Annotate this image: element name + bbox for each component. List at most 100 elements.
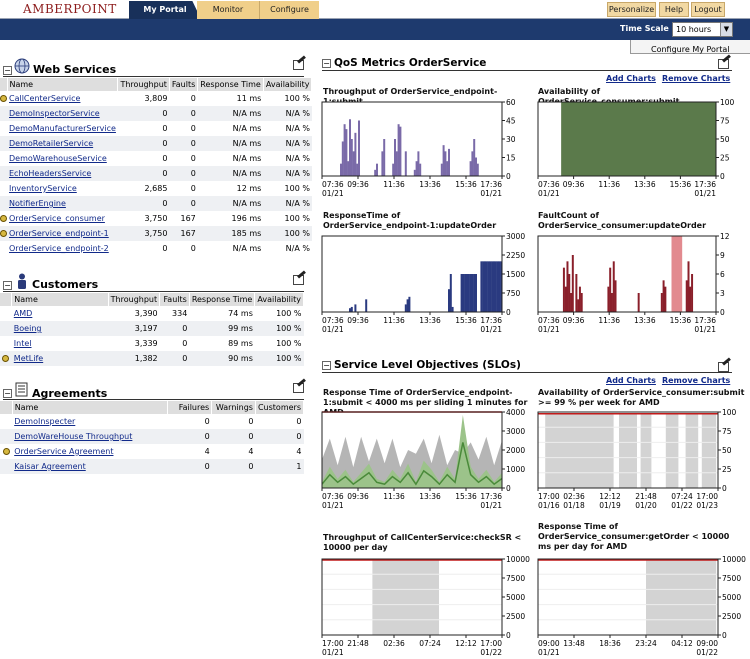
row-link[interactable]: DemoWareHouse Throughput: [14, 432, 133, 441]
x-date-label: 01/22: [480, 648, 502, 657]
availability-chart: 100 75 50 25 0 07:36 09:36 11:36 13:36 15:36 17:36…: [537, 98, 735, 198]
y-tick-label: 5000: [722, 593, 741, 602]
chevron-down-icon[interactable]: ▼: [720, 23, 732, 36]
edit-customers-icon[interactable]: [293, 275, 304, 285]
row-link[interactable]: Intel: [13, 339, 32, 348]
response-cell: 185 ms: [197, 226, 264, 241]
time-scale-select[interactable]: 10 hours ▼: [672, 22, 733, 37]
x-tick-label: 17:00: [480, 639, 502, 648]
throughput-cell: 1,382: [108, 351, 160, 366]
logout-button[interactable]: Logout: [691, 2, 725, 17]
column-header[interactable]: Response Time: [189, 293, 256, 306]
throughput-cell: 3,750: [117, 226, 170, 241]
name-cell: MetLife: [11, 351, 109, 366]
x-date-label: 01/22: [696, 648, 718, 657]
column-header[interactable]: Failures: [167, 401, 213, 414]
column-header[interactable]: Customers: [255, 401, 305, 414]
column-header[interactable]: Availability: [263, 78, 313, 91]
row-link[interactable]: DemoInspectorService: [9, 109, 100, 118]
column-header[interactable]: Name: [7, 78, 119, 91]
name-cell: DemoInspecter: [12, 414, 167, 429]
plot-frame: [321, 101, 503, 177]
bar: [365, 299, 368, 312]
y-tick-label: 0: [506, 172, 511, 181]
add-charts-link[interactable]: Add Charts: [606, 74, 656, 83]
x-tick-label: 13:48: [563, 639, 585, 648]
row-link[interactable]: OrderService Agreement: [14, 447, 114, 456]
column-header[interactable]: Throughput: [108, 293, 161, 306]
column-header[interactable]: Faults: [159, 293, 190, 306]
edit-agreements-icon[interactable]: [293, 383, 304, 393]
row-link[interactable]: OrderService_endpoint-2: [9, 244, 109, 253]
collapse-customers-icon[interactable]: −: [3, 281, 12, 290]
row-link[interactable]: CallCenterService: [9, 94, 81, 103]
collapse-qos-icon[interactable]: −: [322, 59, 331, 68]
tab-configure[interactable]: Configure: [259, 1, 319, 19]
bar: [614, 280, 617, 312]
column-header[interactable]: Name: [11, 293, 109, 306]
bar: [491, 261, 494, 312]
chart-title: Response Time of OrderService_consumer:g…: [538, 522, 730, 551]
row-link[interactable]: EchoHeadersService: [9, 169, 92, 178]
edit-slo-icon[interactable]: [718, 362, 729, 372]
column-header[interactable]: Availability: [254, 293, 304, 306]
response-cell: N/A ms: [232, 154, 262, 163]
collapse-web-services-icon[interactable]: −: [3, 66, 12, 75]
personalize-button[interactable]: Personalize: [607, 2, 656, 17]
x-tick-label: 17:36: [480, 180, 502, 189]
tab-monitor[interactable]: Monitor: [197, 1, 259, 19]
bar: [404, 304, 407, 312]
bar: [464, 274, 467, 312]
bar: [473, 274, 476, 312]
collapse-slo-icon[interactable]: −: [322, 361, 331, 370]
row-link[interactable]: OrderService_consumer: [9, 214, 105, 223]
column-header[interactable]: Throughput: [117, 78, 170, 91]
remove-charts-link[interactable]: Remove Charts: [661, 74, 731, 83]
remove-charts-link[interactable]: Remove Charts: [661, 376, 731, 385]
column-header[interactable]: Faults: [169, 78, 199, 91]
help-button[interactable]: Help: [659, 2, 689, 17]
throughput-cell: 3,809: [144, 94, 168, 103]
row-link[interactable]: DemoInspecter: [14, 417, 76, 426]
edit-qos-icon[interactable]: [718, 59, 729, 69]
table-row: CallCenterService 3,809 0 11 ms 100 %: [0, 91, 312, 106]
y-tick-label: 0: [506, 484, 511, 493]
bar: [394, 139, 396, 176]
plot-frame: [537, 235, 717, 313]
bar: [475, 274, 477, 312]
column-header[interactable]: Name: [12, 401, 168, 414]
bar: [500, 261, 503, 312]
row-link[interactable]: DemoWarehouseService: [9, 154, 107, 163]
response-cell: 196 ms: [231, 214, 262, 223]
row-link[interactable]: NotifierEngine: [9, 199, 66, 208]
y-tick-label: 50: [722, 446, 732, 455]
bar: [660, 293, 663, 312]
add-charts-link[interactable]: Add Charts: [606, 376, 656, 385]
bar: [374, 169, 377, 176]
response-time-chart: 3000 2250 1500 750 0 07:36 09:36 11:36 13:36 15:3…: [321, 232, 525, 334]
failures-cell: 0: [167, 459, 212, 474]
x-date-label: 01/21: [694, 189, 716, 198]
tab-my-portal[interactable]: My Portal: [129, 1, 201, 19]
column-header[interactable]: Response Time: [197, 78, 264, 91]
faults-cell: 0: [169, 136, 198, 151]
column-header[interactable]: Warnings: [211, 401, 256, 414]
edit-web-services-icon[interactable]: [293, 60, 304, 70]
y-tick-label: 10000: [722, 555, 746, 564]
row-link[interactable]: Boeing: [13, 324, 42, 333]
bar: [448, 148, 450, 176]
row-link[interactable]: Kaisar Agreement: [14, 462, 86, 471]
row-link[interactable]: DemoRetailerService: [9, 139, 94, 148]
bar: [689, 286, 692, 312]
row-link[interactable]: InventoryService: [9, 184, 77, 193]
row-link[interactable]: MetLife: [13, 354, 44, 363]
row-link[interactable]: AMD: [13, 309, 33, 318]
row-link[interactable]: OrderService_endpoint-1: [9, 229, 109, 238]
y-tick-label: 9: [720, 251, 725, 260]
row-link[interactable]: DemoManufacturerService: [9, 124, 116, 133]
configure-my-portal-link[interactable]: Configure My Portal: [651, 45, 730, 54]
collapse-agreements-icon[interactable]: −: [3, 389, 12, 398]
table-row: DemoInspecter 0 0 0: [0, 414, 304, 429]
name-cell: DemoWarehouseService: [7, 151, 118, 166]
